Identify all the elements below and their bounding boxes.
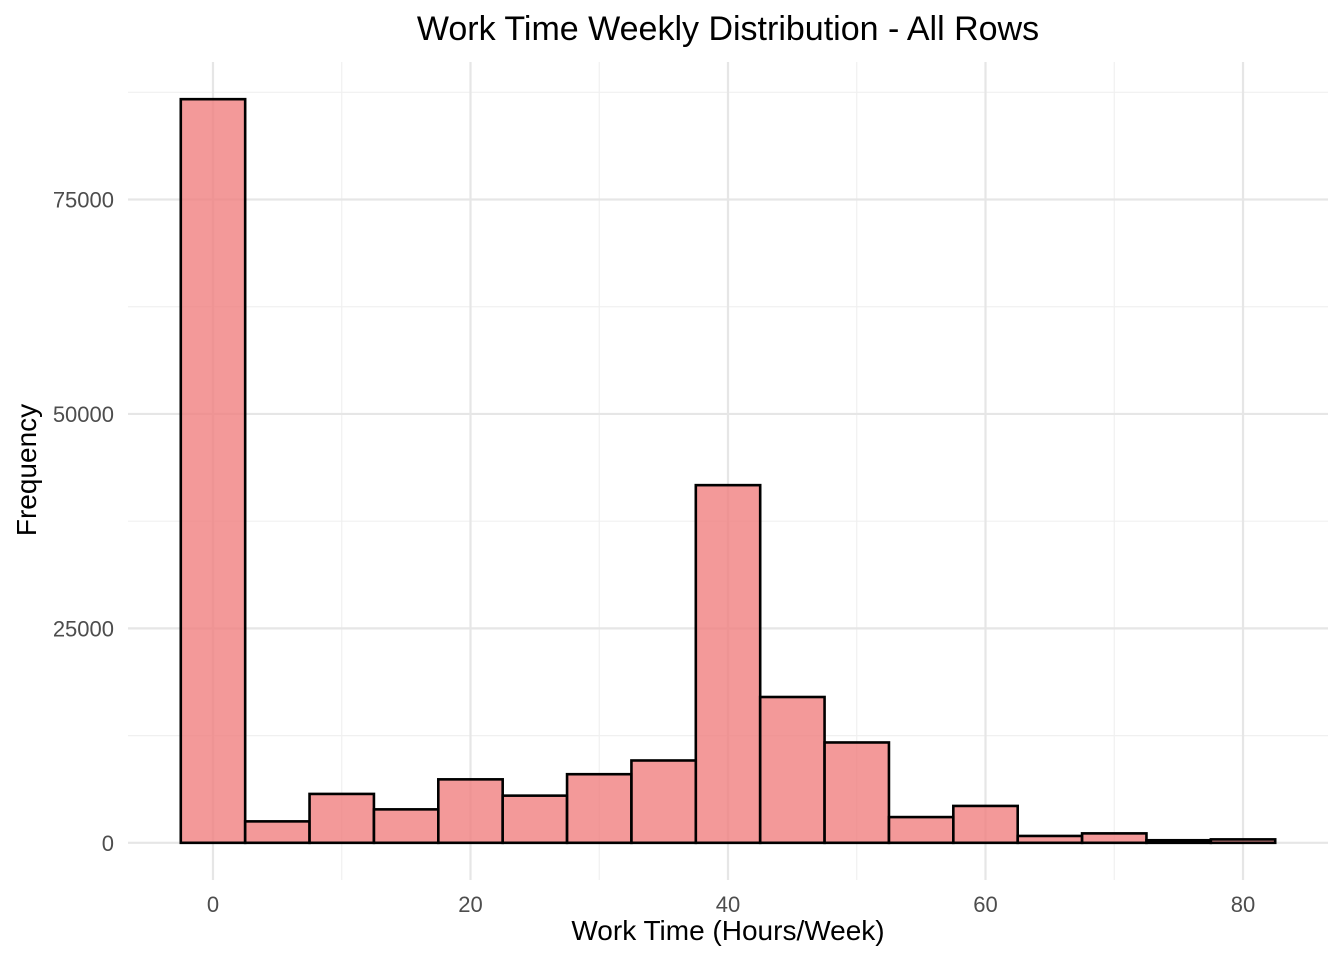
y-tick-label: 75000 bbox=[53, 188, 114, 213]
histogram-bar bbox=[1080, 832, 1148, 845]
histogram-bar bbox=[758, 695, 826, 845]
histogram-bar bbox=[372, 808, 440, 845]
x-tick-label: 0 bbox=[207, 892, 219, 917]
x-tick-label: 80 bbox=[1231, 892, 1255, 917]
x-tick-label: 60 bbox=[973, 892, 997, 917]
histogram-bar bbox=[952, 804, 1019, 845]
y-axis-title: Frequency bbox=[11, 404, 42, 536]
histogram-bar bbox=[308, 792, 376, 845]
x-tick-label: 20 bbox=[458, 892, 482, 917]
histogram-bar bbox=[179, 97, 247, 845]
histogram-bar bbox=[630, 759, 698, 845]
histogram-bar bbox=[437, 778, 504, 845]
histogram-bars bbox=[179, 97, 1277, 845]
histogram-bar bbox=[1145, 838, 1213, 845]
y-tick-label: 25000 bbox=[53, 616, 114, 641]
x-axis-title: Work Time (Hours/Week) bbox=[571, 915, 884, 946]
histogram-bar bbox=[694, 483, 762, 845]
histogram-bar bbox=[565, 772, 633, 845]
y-tick-label: 50000 bbox=[53, 402, 114, 427]
y-tick-label: 0 bbox=[102, 831, 114, 856]
histogram-bar bbox=[887, 815, 955, 845]
histogram-bar bbox=[1016, 834, 1084, 845]
histogram-bar bbox=[243, 820, 311, 845]
x-tick-label: 40 bbox=[716, 892, 740, 917]
histogram-bar bbox=[823, 741, 891, 845]
chart-title: Work Time Weekly Distribution - All Rows bbox=[417, 10, 1039, 48]
histogram-bar bbox=[501, 794, 569, 845]
histogram-bar bbox=[1209, 838, 1277, 845]
y-axis-tick-labels: 0 25000 50000 75000 bbox=[53, 188, 114, 856]
x-axis-tick-labels: 0 20 40 60 80 bbox=[207, 892, 1255, 917]
